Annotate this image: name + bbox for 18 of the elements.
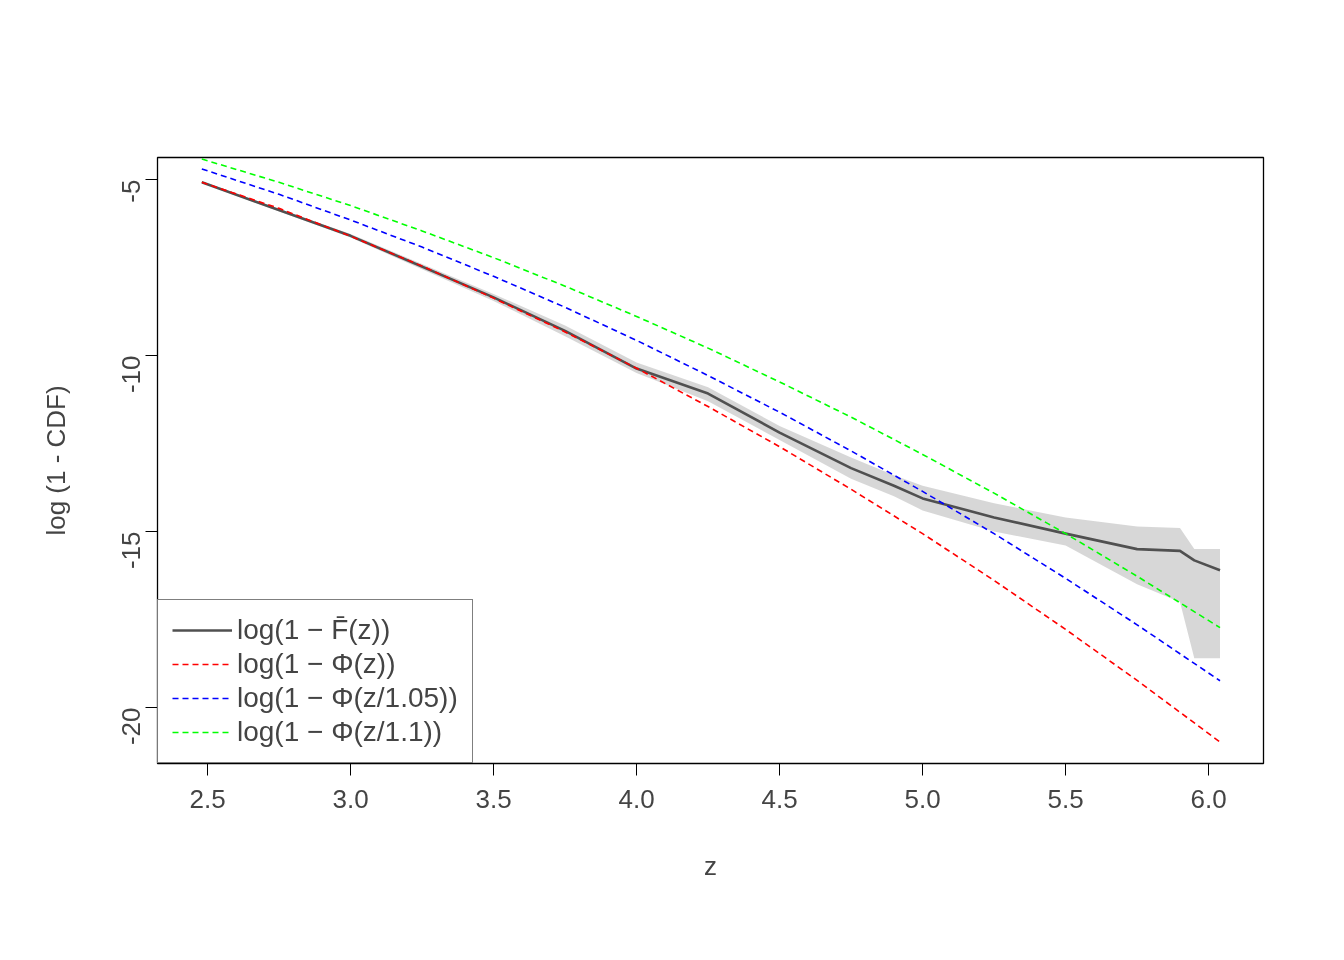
y-tick-label: -5 [116,179,147,203]
x-axis-title: z [704,850,717,881]
x-tick-label: 5.5 [1047,783,1084,814]
legend-label: log(1 − Φ(z/1.1)) [237,716,443,748]
y-tick-label: -10 [116,355,147,394]
y-tick-label: -15 [116,531,147,570]
y-tick-label: -20 [116,707,147,746]
y-axis-title: log (1 - CDF) [40,385,71,536]
x-tick-label: 3.0 [332,783,369,814]
legend-label: log(1 − Φ(z/1.05)) [237,682,458,714]
x-tick-label: 4.5 [761,783,798,814]
legend-label: log(1 − Φ(z)) [237,648,396,680]
x-tick-label: 4.0 [618,783,655,814]
legend-label: log(1 − F̄(z)) [237,614,391,646]
x-tick-label: 6.0 [1190,783,1227,814]
x-tick-label: 3.5 [475,783,512,814]
x-tick-label: 5.0 [904,783,941,814]
x-tick-label: 2.5 [189,783,226,814]
